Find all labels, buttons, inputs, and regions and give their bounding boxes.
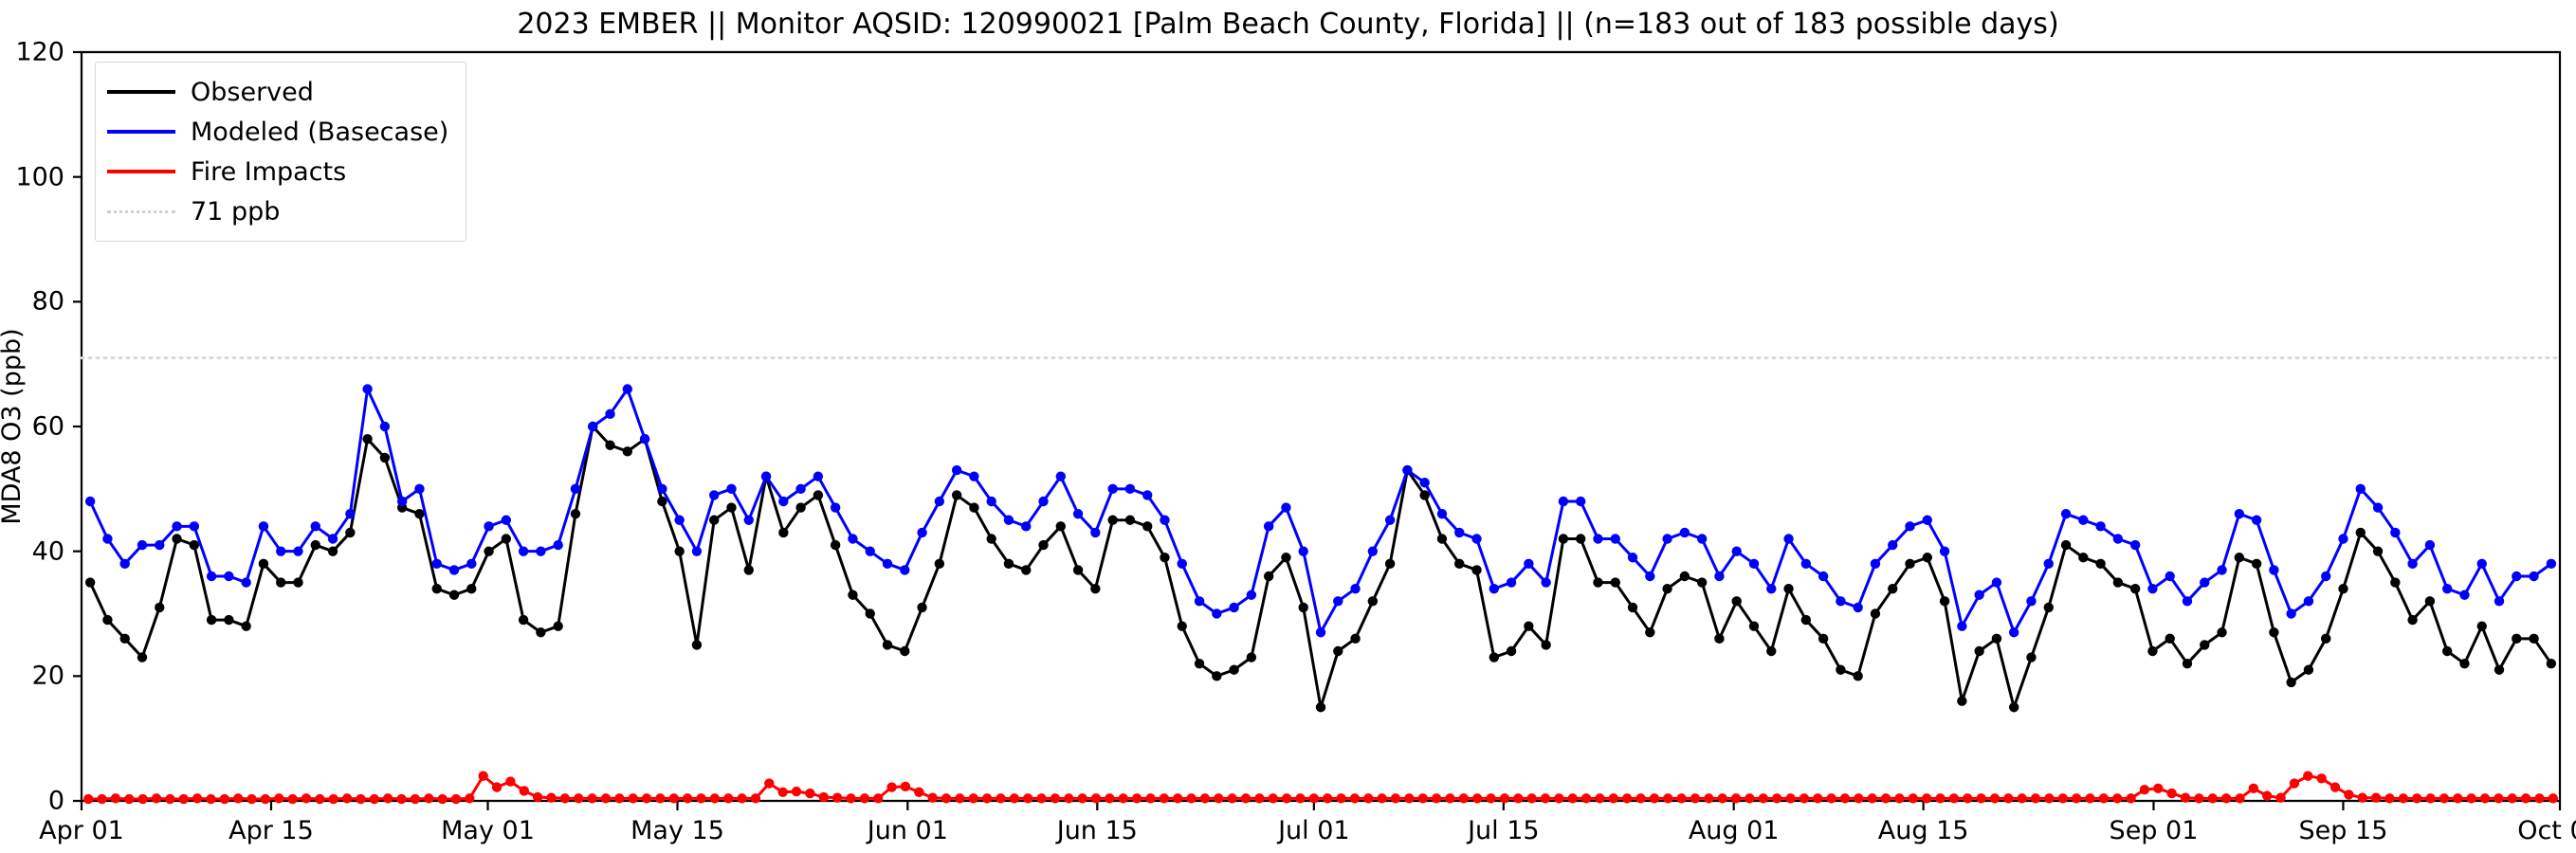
chart-title: 2023 EMBER || Monitor AQSID: 120990021 [… xyxy=(517,8,2059,41)
legend-swatch-3 xyxy=(107,209,175,213)
legend-item-71-ppb: 71 ppb xyxy=(107,191,448,231)
y-tick-label-80: 80 xyxy=(31,286,64,317)
legend-label: 71 ppb xyxy=(191,196,281,227)
x-tick-label-sep-01: Sep 01 xyxy=(2109,816,2199,845)
x-tick-label-aug-15: Aug 15 xyxy=(1877,816,1969,845)
y-tick-label-120: 120 xyxy=(15,37,64,67)
series-fire-impacts xyxy=(82,771,2559,805)
x-tick-label-aug-01: Aug 01 xyxy=(1688,816,1780,845)
x-tick-label-apr-01: Apr 01 xyxy=(39,816,124,845)
legend-item-modeled-basecase: Modeled (Basecase) xyxy=(107,112,448,152)
legend-swatch-0 xyxy=(107,90,175,94)
x-tick-label-sep-15: Sep 15 xyxy=(2298,816,2388,845)
x-tick-label-oct-01: Oct 01 xyxy=(2517,816,2576,845)
y-tick-label-100: 100 xyxy=(15,162,64,192)
legend-item-observed: Observed xyxy=(107,72,448,112)
x-tick-label-jul-15: Jul 15 xyxy=(1468,816,1540,845)
x-tick-label-jun-15: Jun 15 xyxy=(1056,816,1138,845)
y-tick-label-0: 0 xyxy=(47,786,64,816)
x-tick-label-apr-15: Apr 15 xyxy=(228,816,314,845)
x-tick-label-may-15: May 15 xyxy=(630,816,724,845)
y-tick-label-40: 40 xyxy=(31,536,64,567)
chart-legend: Observed Modeled (Basecase) Fire Impacts 71… xyxy=(95,62,467,242)
y-tick-label-60: 60 xyxy=(31,411,64,442)
legend-swatch-2 xyxy=(107,170,175,173)
series-modeled-basecase xyxy=(84,384,2557,638)
x-tick-label-jul-01: Jul 01 xyxy=(1278,816,1350,845)
legend-label: Observed xyxy=(191,77,314,107)
x-tick-label-jun-01: Jun 01 xyxy=(867,816,948,845)
legend-label: Fire Impacts xyxy=(191,156,347,187)
x-tick-label-may-01: May 01 xyxy=(441,816,535,845)
legend-label: Modeled (Basecase) xyxy=(191,117,449,147)
legend-swatch-1 xyxy=(107,130,175,134)
y-tick-label-20: 20 xyxy=(31,661,64,691)
legend-item-fire-impacts: Fire Impacts xyxy=(107,152,448,191)
